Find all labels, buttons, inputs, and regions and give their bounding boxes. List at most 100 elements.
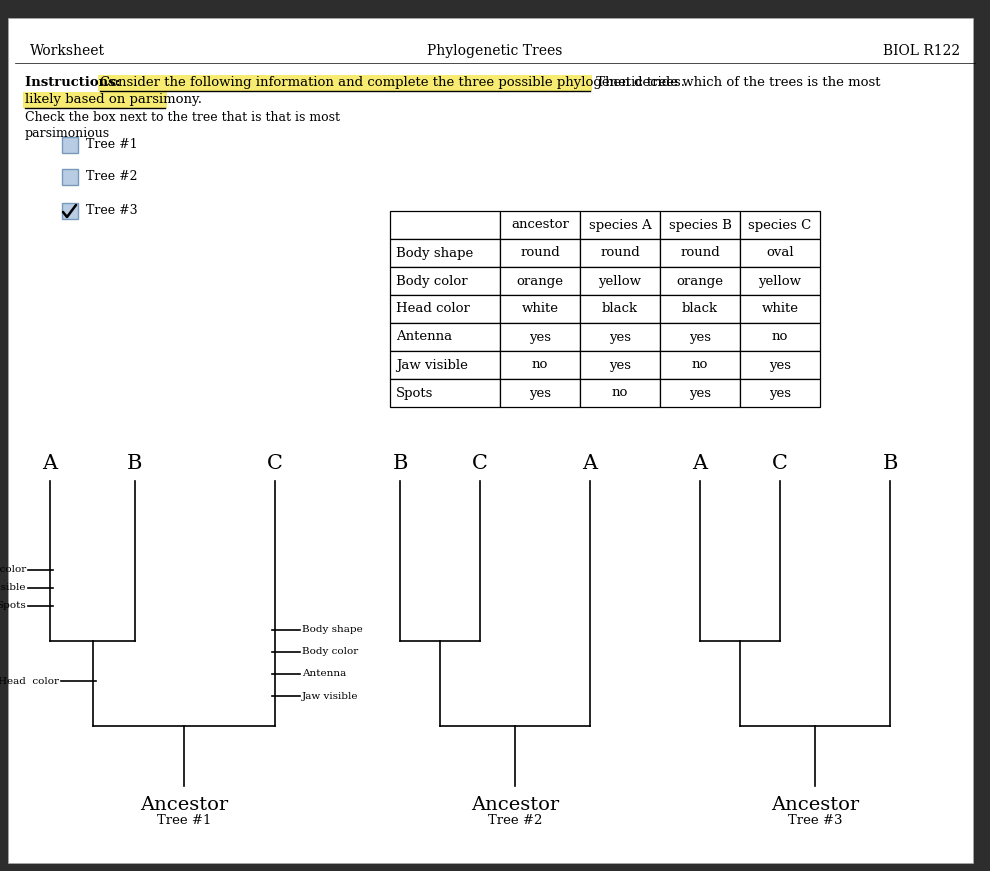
Bar [740,239,820,267]
Text: Phylogenetic Trees: Phylogenetic Trees [428,44,562,58]
Bar [580,323,660,351]
Text: Jaw visible: Jaw visible [302,692,358,700]
Text: Jaw visible: Jaw visible [0,584,26,592]
Text: oval: oval [766,246,794,260]
Text: Then decide which of the trees is the most: Then decide which of the trees is the mo… [592,76,880,89]
Text: Spots: Spots [396,387,434,400]
Bar [660,323,740,351]
Bar [580,211,660,239]
Text: Tree #1: Tree #1 [86,138,138,152]
Bar [62,137,78,153]
Text: Antenna: Antenna [396,330,452,343]
Text: yes: yes [609,359,631,372]
Text: parsimonious: parsimonious [25,127,110,140]
Text: Head color: Head color [396,302,470,315]
Bar [740,351,820,379]
Bar [390,295,500,323]
Text: black: black [602,302,639,315]
Text: species A: species A [589,219,651,232]
Text: Body shape: Body shape [302,625,362,634]
Text: Ancestor: Ancestor [140,796,228,814]
Bar [660,295,740,323]
Text: likely based on parsimony.: likely based on parsimony. [25,93,202,106]
Bar [23,92,167,108]
Text: black: black [682,302,718,315]
Bar [500,323,580,351]
Bar [390,379,500,407]
Text: B: B [882,454,898,473]
Bar [62,169,78,185]
Text: yes: yes [689,330,711,343]
Text: yes: yes [529,330,551,343]
Bar [740,267,820,295]
Bar [580,379,660,407]
Text: orange: orange [517,274,563,287]
Text: Body shape: Body shape [396,246,473,260]
Text: Ancestor: Ancestor [471,796,559,814]
Text: white: white [761,302,799,315]
Text: Tree #3: Tree #3 [788,814,842,827]
Text: Body color: Body color [396,274,467,287]
Bar [660,267,740,295]
Text: orange: orange [676,274,724,287]
Text: Body color: Body color [0,565,26,575]
Text: yellow: yellow [758,274,802,287]
Text: species C: species C [748,219,812,232]
Bar [740,379,820,407]
Bar [500,295,580,323]
Text: Consider the following information and complete the three possible phylogenetic : Consider the following information and c… [100,76,685,89]
Bar [740,323,820,351]
Bar [660,211,740,239]
Text: Worksheet: Worksheet [30,44,105,58]
Bar [500,267,580,295]
Bar [390,323,500,351]
Text: Body color: Body color [302,647,358,657]
Text: yes: yes [769,387,791,400]
Text: white: white [522,302,558,315]
Bar [580,351,660,379]
Bar [580,295,660,323]
Text: round: round [600,246,640,260]
Text: Check the box next to the tree that is that is most: Check the box next to the tree that is t… [25,111,340,124]
Bar [660,379,740,407]
Bar [500,239,580,267]
Text: no: no [692,359,708,372]
Text: no: no [612,387,629,400]
Text: B: B [392,454,408,473]
Bar [390,267,500,295]
Text: ancestor: ancestor [511,219,569,232]
Bar [580,239,660,267]
Text: round: round [680,246,720,260]
Bar [580,267,660,295]
Text: yes: yes [769,359,791,372]
Text: yes: yes [609,330,631,343]
Text: Head  color: Head color [0,677,58,685]
Text: yes: yes [529,387,551,400]
Text: yes: yes [689,387,711,400]
Text: no: no [772,330,788,343]
Text: BIOL R122: BIOL R122 [883,44,960,58]
Text: Tree #2: Tree #2 [488,814,543,827]
Text: A: A [43,454,57,473]
Text: Instructions:: Instructions: [25,76,126,89]
Text: no: no [532,359,548,372]
Text: B: B [128,454,143,473]
Bar [660,239,740,267]
Bar [390,351,500,379]
Text: A: A [582,454,598,473]
Text: C: C [267,454,283,473]
Text: Tree #3: Tree #3 [86,205,138,218]
Bar [390,211,500,239]
Text: Antenna: Antenna [302,670,346,679]
Bar [390,239,500,267]
Text: Tree #2: Tree #2 [86,171,138,184]
Text: Tree #1: Tree #1 [156,814,211,827]
Text: C: C [772,454,788,473]
Bar [500,379,580,407]
Text: Jaw visible: Jaw visible [396,359,468,372]
Text: species B: species B [668,219,732,232]
Bar [740,211,820,239]
Bar [660,351,740,379]
Text: A: A [692,454,708,473]
Bar [98,75,592,91]
